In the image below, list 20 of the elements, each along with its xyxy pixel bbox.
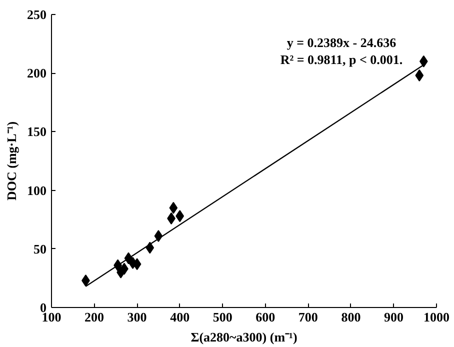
x-tick-label: 900 <box>384 310 404 324</box>
y-tick-label: 100 <box>27 182 46 198</box>
x-tick-label: 400 <box>170 310 190 324</box>
annotation: y = 0.2389x - 24.636 <box>286 35 397 50</box>
point <box>169 202 178 214</box>
y-tick-label: 250 <box>27 7 46 22</box>
x-tick-label: 200 <box>84 310 104 324</box>
y-tick-label: 200 <box>27 66 46 81</box>
y-axis-title: DOC (mg·L⁻¹) <box>4 121 19 201</box>
x-tick-label: 300 <box>127 310 147 324</box>
x-tick-label: 1000 <box>424 310 450 324</box>
y-tick-label: 50 <box>34 241 46 256</box>
annotation: R² = 0.9811, p < 0.001. <box>280 52 403 67</box>
y-tick-label: 150 <box>27 124 46 140</box>
x-tick-label: 700 <box>298 310 318 324</box>
x-tick-label: 500 <box>212 310 232 324</box>
x-tick-label: 600 <box>256 310 276 324</box>
x-axis-title: Σ(a280~a300) (m⁻¹) <box>190 330 298 344</box>
x-tick-label: 800 <box>341 310 361 324</box>
point <box>415 69 424 82</box>
